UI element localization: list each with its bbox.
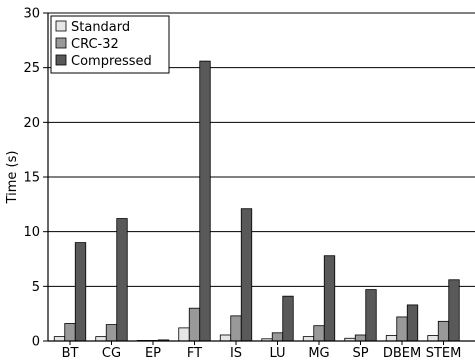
bar-cg-crc-32 bbox=[105, 324, 118, 342]
x-tick-label-mg: MG bbox=[308, 346, 329, 361]
bar-is-compressed bbox=[240, 208, 253, 342]
legend: Standard CRC-32 Compressed bbox=[50, 15, 170, 74]
x-tick-label-ft: FT bbox=[187, 346, 202, 361]
y-tick-label-5: 5 bbox=[32, 280, 40, 295]
bar-stem-compressed bbox=[448, 279, 460, 342]
legend-label-crc-32: CRC-32 bbox=[71, 37, 119, 52]
legend-label-compressed: Compressed bbox=[71, 54, 152, 69]
bar-bt-standard bbox=[53, 336, 66, 342]
bar-stem-standard bbox=[427, 335, 439, 342]
x-tick-label-dbem: DBEM bbox=[383, 346, 421, 361]
y-tick-labels: 0 5 10 15 20 25 30 bbox=[23, 7, 40, 350]
bar-dbem-compressed bbox=[406, 304, 419, 342]
y-tick-label-15: 15 bbox=[23, 171, 40, 186]
x-tick-label-lu: LU bbox=[269, 346, 285, 361]
x-tick-label-ep: EP bbox=[145, 346, 161, 361]
bar-mg-standard bbox=[302, 336, 315, 342]
bar-ft-compressed bbox=[199, 60, 211, 342]
x-tick-label-is: IS bbox=[230, 346, 242, 361]
x-tick-label-sp: SP bbox=[352, 346, 368, 361]
x-tick-label-cg: CG bbox=[102, 346, 121, 361]
y-tick-label-30: 30 bbox=[23, 7, 40, 22]
x-tick-label-stem: STEM bbox=[426, 346, 462, 361]
y-tick-label-20: 20 bbox=[23, 116, 40, 131]
bar-ft-crc-32 bbox=[188, 307, 201, 342]
x-tick-label-bt: BT bbox=[62, 346, 79, 361]
legend-swatch-standard bbox=[55, 20, 67, 32]
bar-mg-crc-32 bbox=[313, 325, 325, 342]
bar-sp-crc-32 bbox=[354, 334, 367, 342]
bar-lu-crc-32 bbox=[271, 332, 284, 342]
bar-sp-compressed bbox=[365, 289, 377, 342]
legend-swatch-crc-32 bbox=[55, 37, 67, 49]
bar-bt-compressed bbox=[74, 242, 87, 342]
bar-bt-crc-32 bbox=[64, 323, 76, 342]
bar-ft-standard bbox=[178, 327, 190, 342]
bars bbox=[53, 60, 460, 342]
bar-dbem-standard bbox=[385, 335, 398, 342]
bar-cg-compressed bbox=[116, 218, 128, 342]
y-tick-label-25: 25 bbox=[23, 61, 40, 76]
bar-is-standard bbox=[219, 334, 232, 342]
bar-stem-crc-32 bbox=[437, 320, 450, 342]
bar-mg-compressed bbox=[323, 255, 336, 342]
axes bbox=[43, 12, 475, 345]
legend-label-standard: Standard bbox=[71, 20, 130, 35]
legend-box bbox=[50, 15, 170, 74]
y-tick-label-10: 10 bbox=[23, 225, 40, 240]
bar-dbem-crc-32 bbox=[396, 316, 408, 342]
bar-cg-standard bbox=[95, 336, 107, 342]
y-axis-label: Time (s) bbox=[5, 151, 20, 205]
bar-lu-compressed bbox=[282, 295, 294, 342]
bar-is-crc-32 bbox=[230, 315, 242, 342]
x-tick-labels: BT CG EP FT IS LU MG SP DBEM STEM bbox=[62, 346, 462, 361]
y-tick-label-0: 0 bbox=[32, 335, 40, 350]
legend-swatch-compressed bbox=[55, 54, 67, 66]
